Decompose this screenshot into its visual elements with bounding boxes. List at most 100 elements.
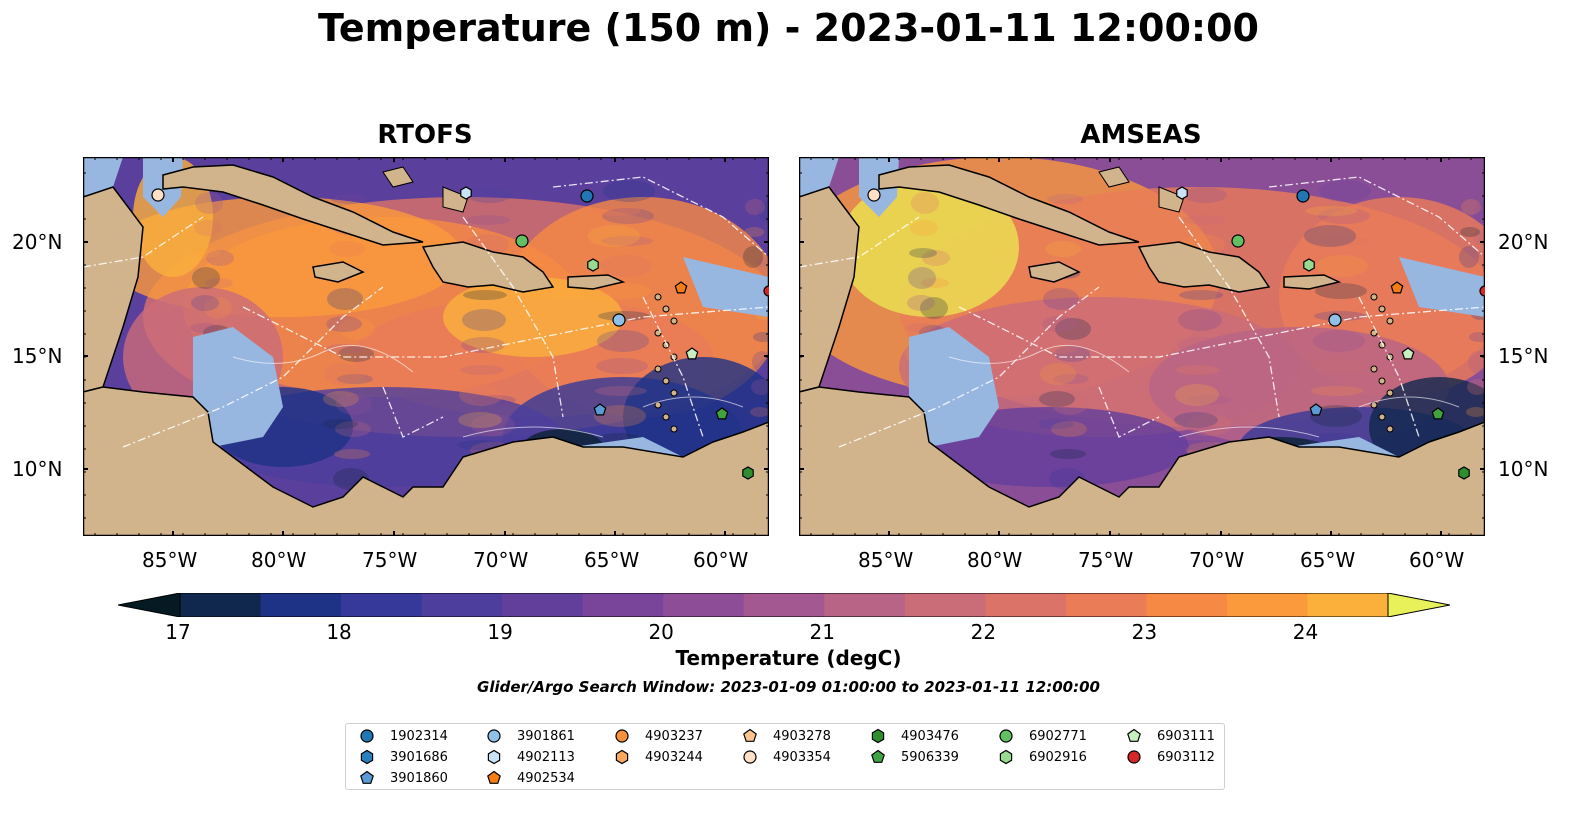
lon-label-75w-left: 75°W: [362, 548, 418, 572]
float-marker-4902534: [1390, 281, 1404, 294]
lat-label-15n-left: 15°N: [12, 344, 63, 368]
colorbar-bin: [1146, 593, 1228, 617]
lon-label-80w-left: 80°W: [251, 548, 307, 572]
float-marker-4903354: [867, 188, 881, 202]
float-marker-6902916: [587, 258, 599, 272]
circle-marker-icon: [1127, 750, 1141, 764]
legend-item-4903476: 4903476: [869, 727, 959, 745]
lon-label-75w-right: 75°W: [1078, 548, 1134, 572]
hexagon-marker-icon: [871, 728, 885, 744]
colorbar-label: Temperature (degC): [675, 646, 902, 670]
float-marker-6903112: [763, 285, 769, 297]
legend-label: 5906339: [901, 749, 959, 765]
pentagon-marker-icon: [871, 749, 885, 763]
circle-marker-icon: [743, 750, 757, 764]
legend-item-3901860: 3901860: [358, 769, 448, 787]
legend-label: 4903476: [901, 728, 959, 744]
legend-item-1902314: 1902314: [358, 727, 448, 745]
float-marker-4902113: [1176, 186, 1188, 200]
colorbar-bin: [1226, 593, 1308, 617]
float-marker-4903476: [1458, 466, 1470, 480]
colorbar-bin: [904, 593, 986, 617]
lon-label-65w-left: 65°W: [584, 548, 640, 572]
legend-label: 4902534: [517, 770, 575, 786]
lat-label-10n-left: 10°N: [12, 457, 63, 481]
float-marker-6902771: [515, 234, 529, 248]
colorbar-over-arrow: [1387, 593, 1450, 617]
legend-label: 3901860: [390, 770, 448, 786]
float-marker-3901860: [593, 403, 607, 416]
legend-label: 6902771: [1029, 728, 1087, 744]
colorbar-tick-label: 23: [1131, 620, 1158, 644]
panel-title-amseas: AMSEAS: [1080, 120, 1202, 150]
float-marker-6903112: [1479, 285, 1485, 297]
legend-item-3901861: 3901861: [485, 727, 575, 745]
lon-label-80w-right: 80°W: [967, 548, 1023, 572]
legend-label: 6902916: [1029, 749, 1087, 765]
figure-title: Temperature (150 m) - 2023-01-11 12:00:0…: [317, 6, 1259, 50]
colorbar-tick-label: 17: [165, 620, 191, 644]
lon-label-60w-right: 60°W: [1409, 548, 1465, 572]
colorbar-tick-label: 21: [809, 620, 835, 644]
float-marker-1902314: [580, 189, 594, 203]
legend-item-6903112: 6903112: [1125, 748, 1215, 766]
colorbar-bin: [663, 593, 745, 617]
colorbar-bin: [582, 593, 664, 617]
lon-label-70w-left: 70°W: [473, 548, 529, 572]
legend-label: 3901861: [517, 728, 575, 744]
float-marker-6903111: [685, 347, 699, 360]
temperature-colorbar: [118, 593, 1450, 617]
lat-label-15n-right: 15°N: [1498, 344, 1549, 368]
circle-marker-icon: [360, 729, 374, 743]
circle-marker-icon: [999, 729, 1013, 743]
float-marker-6902771: [1231, 234, 1245, 248]
colorbar-tick-label: 18: [326, 620, 352, 644]
lon-label-70w-right: 70°W: [1189, 548, 1245, 572]
pentagon-marker-icon: [360, 770, 374, 784]
pentagon-marker-icon: [487, 770, 501, 784]
legend-label: 6903112: [1157, 749, 1215, 765]
float-marker-6902916: [1303, 258, 1315, 272]
hexagon-marker-icon: [999, 749, 1013, 765]
colorbar-tick-label: 24: [1292, 620, 1319, 644]
legend-item-6903111: 6903111: [1125, 727, 1215, 745]
colorbar-bin: [1065, 593, 1147, 617]
legend-label: 4903278: [773, 728, 831, 744]
colorbar-bin: [1307, 593, 1389, 617]
float-marker-3901861: [612, 313, 626, 327]
legend-item-6902916: 6902916: [997, 748, 1087, 766]
colorbar-bin: [180, 593, 262, 617]
legend-label: 3901686: [390, 749, 448, 765]
lat-label-20n-left: 20°N: [12, 230, 63, 254]
legend-item-5906339: 5906339: [869, 748, 959, 766]
lon-label-85w-right: 85°W: [858, 548, 914, 572]
lat-label-20n-right: 20°N: [1498, 230, 1549, 254]
legend-item-4903278: 4903278: [741, 727, 831, 745]
legend-item-4903237: 4903237: [613, 727, 703, 745]
colorbar-bin: [743, 593, 825, 617]
legend-item-4903244: 4903244: [613, 748, 703, 766]
legend-label: 1902314: [390, 728, 448, 744]
colorbar-bin: [985, 593, 1067, 617]
legend-item-4903354: 4903354: [741, 748, 831, 766]
float-legend: 1902314 3901686 3901860 3901861 4902113 49025…: [345, 723, 1225, 790]
float-marker-3901860: [1309, 403, 1323, 416]
pentagon-marker-icon: [1127, 728, 1141, 742]
legend-item-4902113: 4902113: [485, 748, 575, 766]
legend-label: 4903244: [645, 749, 703, 765]
float-marker-4903354: [151, 188, 165, 202]
lon-label-65w-right: 65°W: [1300, 548, 1356, 572]
colorbar-under-arrow: [118, 593, 181, 617]
colorbar-bin: [502, 593, 584, 617]
hexagon-marker-icon: [615, 749, 629, 765]
lon-label-60w-left: 60°W: [693, 548, 749, 572]
rtofs-map: [83, 157, 769, 536]
float-marker-4902113: [460, 186, 472, 200]
legend-item-4902534: 4902534: [485, 769, 575, 787]
float-marker-3901861: [1328, 313, 1342, 327]
float-marker-6903111: [1401, 347, 1415, 360]
colorbar-bin: [421, 593, 503, 617]
colorbar-bin: [260, 593, 342, 617]
amseas-map: [799, 157, 1485, 536]
float-marker-5906339: [715, 407, 729, 420]
